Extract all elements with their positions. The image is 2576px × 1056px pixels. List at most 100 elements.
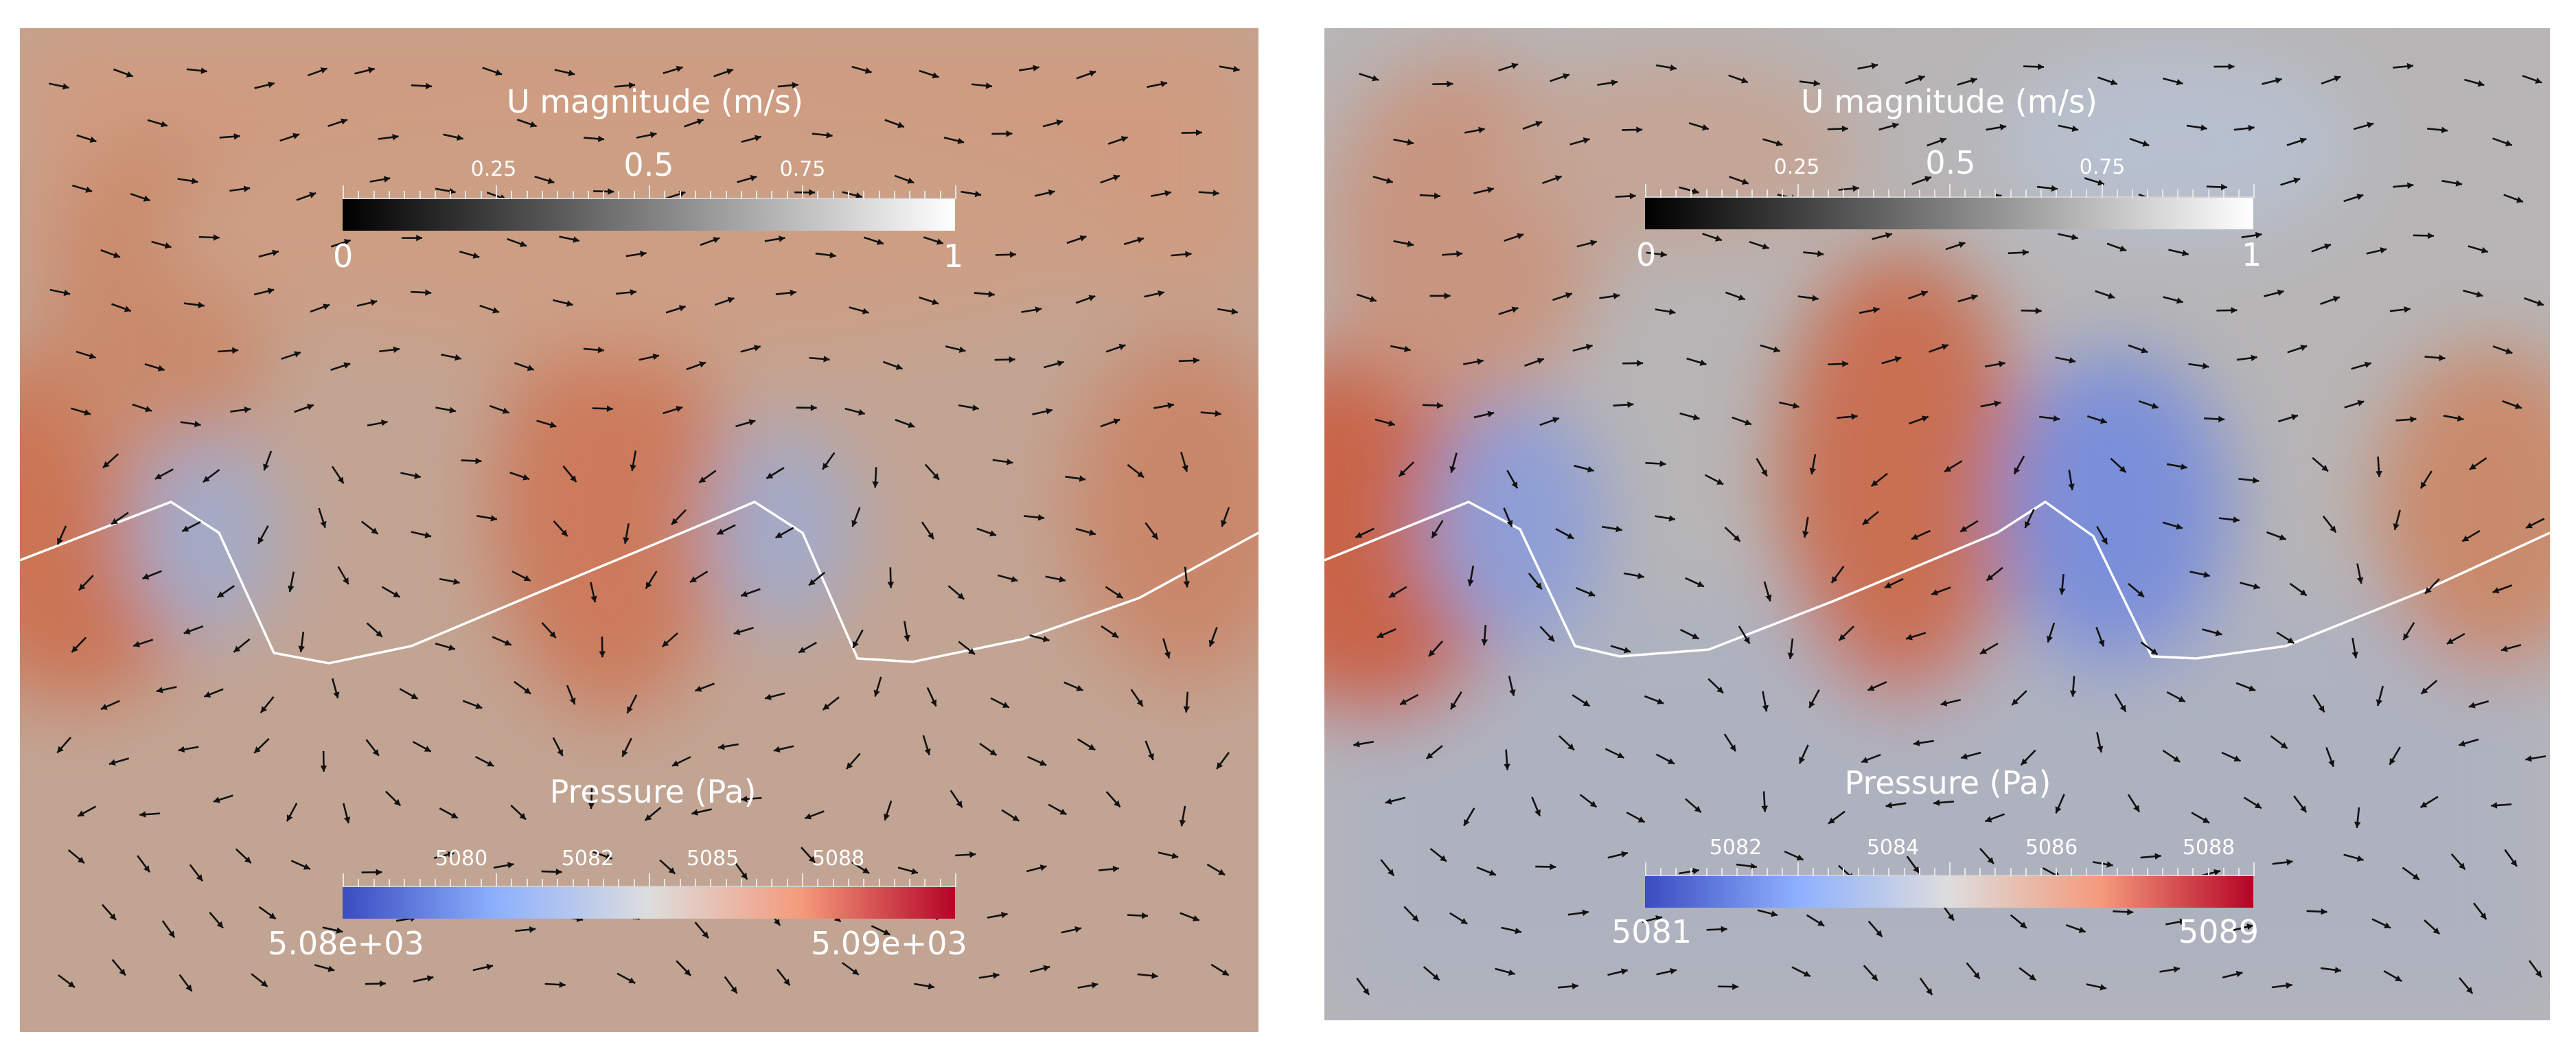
velocity-arrowhead-305 [2127,908,2134,916]
velocity-arrowhead-298 [1721,926,1727,933]
velocity-arrowhead-252 [2459,740,2466,747]
colorbar-tick-mark [603,879,605,887]
velocity-arrowhead-217 [204,691,211,698]
velocity-arrowhead-147 [2014,467,2021,474]
velocity-arrowhead-261 [519,813,527,820]
velocity-arrowhead-148 [766,472,774,479]
velocity-arrowhead-75 [1079,235,1087,242]
colorbar-tick-mark [434,879,436,887]
velocity-arrowhead-90 [2108,292,2115,299]
velocity-arrowhead-142 [1716,479,1724,485]
velocity-arrowhead-204 [1906,634,1913,641]
velocity-arrowhead-162 [424,531,432,539]
velocity-arrowhead-101 [294,351,301,358]
velocity-arrowhead-277 [1621,851,1628,858]
colorbar-tick-mark [2010,190,2012,198]
velocity-arrowhead-216 [1450,702,1457,710]
velocity-arrowhead-215 [1400,698,1407,705]
velocity-arrowhead-73 [936,238,943,245]
velocity-arrowhead-235 [108,759,116,766]
colorbar-tick-mark [2056,868,2058,876]
colorbar-tick-mark [2177,190,2179,198]
colorbar-tick-mark [2131,190,2133,198]
velocity-arrowhead-181 [1697,581,1704,587]
right-pressure-tick-3: 5086 [2025,836,2078,860]
velocity-arrowhead-110 [2141,347,2148,354]
colorbar-tick-mark [2146,868,2148,876]
right-velocity-tick-05: 0.5 [1925,144,1976,181]
velocity-arrowhead-206 [2046,635,2053,643]
velocity-arrowhead-182 [1765,594,1772,601]
velocity-arrowhead-206 [733,628,741,636]
velocity-arrowhead-291 [2459,862,2465,870]
colorbar-tick-mark [664,879,666,887]
colorbar-tick-mark [1705,868,1707,876]
velocity-arrowhead-312 [1363,987,1370,995]
colorbar-tick-mark [771,191,773,199]
velocity-arrowhead-331 [2535,970,2542,978]
velocity-arrowhead-58 [2516,196,2523,203]
velocity-arrowhead-97 [1231,308,1238,315]
velocity-arrowhead-269 [2300,805,2307,813]
velocity-arrowhead-266 [2133,805,2140,812]
velocity-arrowhead-116 [2505,347,2513,354]
velocity-arrowhead-123 [1745,419,1751,426]
velocity-arrowhead-242 [557,749,563,757]
colorbar-tick-mark [2162,868,2164,876]
colorbar-tick-mark [404,191,406,199]
velocity-arrowhead-85 [1812,295,1819,302]
velocity-arrowhead-187 [741,590,748,597]
colorbar-tick-mark [358,879,360,887]
velocity-arrowhead-22 [1535,120,1543,127]
velocity-arrowhead-32 [2142,140,2150,147]
right-pressure-tick-4: 5088 [2182,836,2235,860]
velocity-arrowhead-68 [1958,241,1966,248]
velocity-arrowhead-24 [341,118,347,125]
velocity-arrowhead-300 [1817,919,1825,926]
velocity-arrowhead-171 [2279,533,2286,540]
velocity-arrowhead-17 [1089,70,1096,77]
velocity-arrowhead-293 [1412,915,1419,921]
velocity-arrowhead-275 [1488,869,1496,876]
velocity-arrowhead-316 [1621,968,1628,975]
velocity-arrowhead-34 [957,137,965,144]
velocity-arrowhead-236 [178,746,185,753]
velocity-arrowhead-265 [2055,806,2062,814]
velocity-arrowhead-246 [773,746,781,753]
velocity-arrowhead-302 [1947,913,1954,921]
right-pressure-tick-1: 5082 [1709,836,1762,860]
velocity-arrowhead-232 [2421,687,2428,694]
velocity-arrowhead-143 [1761,469,1767,477]
velocity-arrowhead-202 [504,639,511,646]
left-velocity-max-label: 1 [943,238,964,275]
right-pressure-legend-title: Pressure (Pa) [1844,764,2051,801]
velocity-arrowhead-78 [63,289,71,297]
velocity-arrowhead-271 [2420,801,2428,808]
velocity-arrowhead-44 [383,176,391,183]
colorbar-tick-mark [1933,868,1935,876]
colorbar-tick-mark [786,879,788,887]
colorbar-tick-mark [786,191,788,199]
velocity-arrowhead-30 [696,118,704,125]
velocity-arrowhead-69 [2022,249,2029,256]
velocity-arrowhead-254 [78,810,85,816]
velocity-arrowhead-65 [472,252,480,259]
velocity-arrowhead-191 [2299,589,2307,596]
velocity-arrowhead-229 [2249,685,2256,691]
colorbar-tick-mark [756,191,758,199]
velocity-arrowhead-225 [2012,698,2019,705]
velocity-arrowhead-246 [2097,746,2104,753]
velocity-arrowhead-176 [78,584,86,590]
left-velocity-tick-075: 0.75 [779,157,826,181]
velocity-arrowhead-276 [244,856,251,864]
velocity-arrowhead-1 [126,71,133,78]
velocity-arrowhead-153 [2376,470,2382,477]
velocity-arrowhead-222 [524,687,531,694]
velocity-arrowhead-293 [109,913,116,920]
velocity-arrowhead-204 [599,651,606,658]
velocity-arrowhead-203 [1839,634,1846,641]
velocity-arrowhead-260 [450,812,458,818]
velocity-arrowhead-319 [486,963,494,970]
colorbar-tick-mark [832,879,834,887]
colorbar-tick-mark [1782,868,1784,876]
